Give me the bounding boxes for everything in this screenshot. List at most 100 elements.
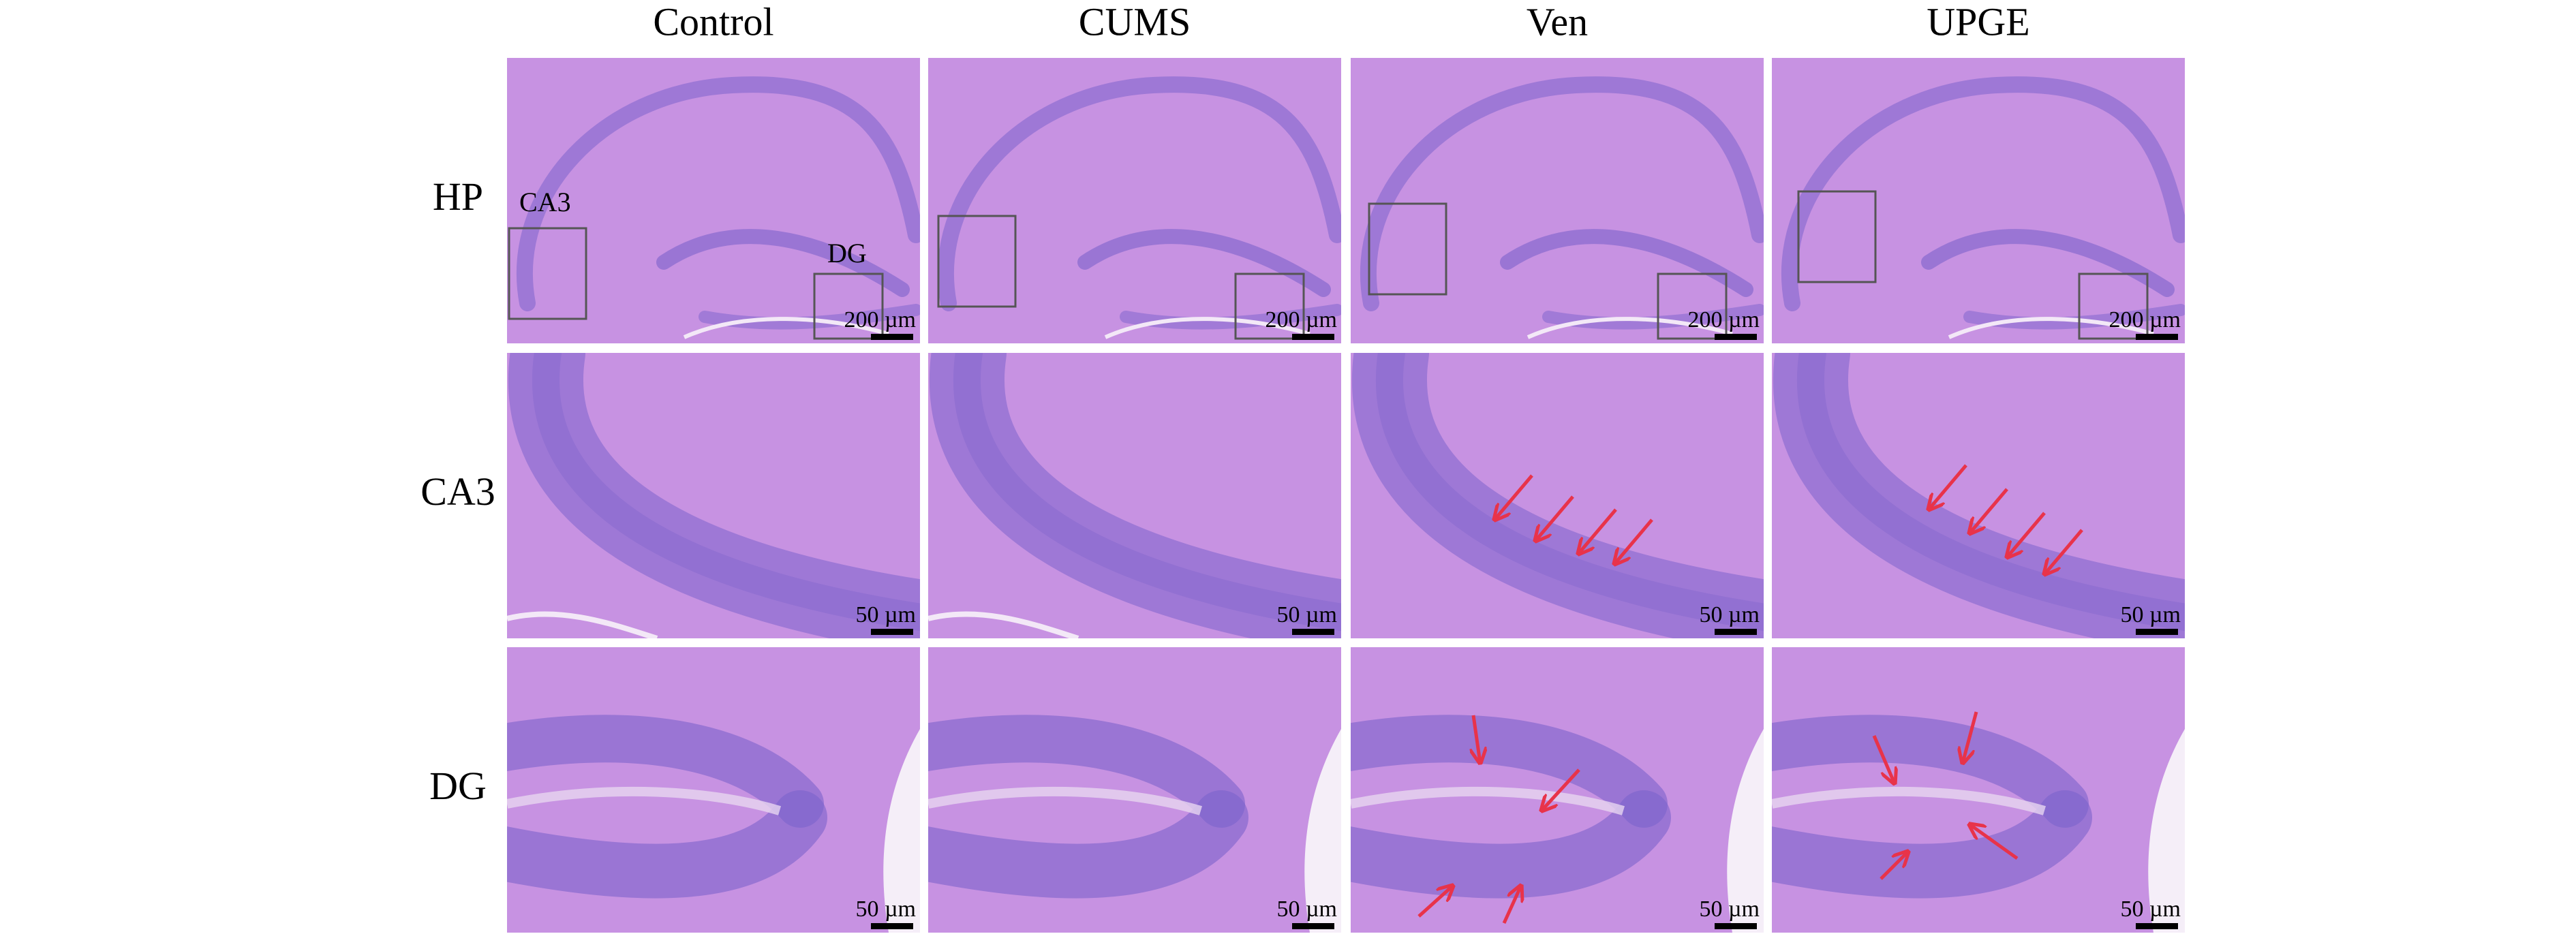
scale-label: 50 µm bbox=[855, 897, 916, 922]
cell-layer bbox=[1351, 353, 1764, 638]
tissue bbox=[507, 647, 920, 933]
tissue bbox=[928, 647, 1341, 933]
micrograph: 50 µm bbox=[507, 353, 920, 638]
arrow bbox=[1614, 518, 1653, 564]
arrow bbox=[1502, 886, 1521, 924]
scale-label: 200 µm bbox=[844, 307, 916, 332]
scale-bar bbox=[2136, 334, 2178, 340]
scale-label: 50 µm bbox=[1276, 602, 1337, 627]
tissue bbox=[1772, 58, 2185, 343]
scale-label: 50 µm bbox=[1699, 897, 1760, 922]
fissure bbox=[1527, 317, 1733, 339]
column-header: CUMS bbox=[1079, 0, 1191, 44]
arrow bbox=[1929, 464, 1967, 510]
micrograph: 200 µm bbox=[1351, 58, 1764, 343]
micrograph: 200 µm bbox=[928, 58, 1341, 343]
scale-label: 50 µm bbox=[1276, 897, 1337, 922]
scale-bar bbox=[1292, 334, 1334, 340]
hilus bbox=[1351, 786, 1625, 815]
tissue bbox=[1351, 353, 1764, 638]
tissue-bg bbox=[1351, 58, 1764, 343]
region-box bbox=[1368, 202, 1447, 296]
cell-layer bbox=[1781, 76, 2185, 311]
arrow bbox=[1535, 495, 1574, 541]
arrow bbox=[2044, 529, 2083, 574]
cell-layer bbox=[1772, 790, 2092, 899]
micrograph: CA3 DG 200 µm bbox=[507, 58, 920, 343]
hilus bbox=[507, 786, 782, 815]
cell-layer bbox=[1077, 229, 1331, 297]
tissue bbox=[1772, 353, 2185, 638]
region-label: CA3 bbox=[519, 187, 571, 217]
tissue bbox=[507, 353, 920, 638]
micrograph: 50 µm bbox=[507, 647, 920, 933]
cell-layer bbox=[1773, 353, 2185, 638]
region-box bbox=[1234, 273, 1305, 340]
vessel bbox=[507, 611, 658, 638]
region-box bbox=[813, 273, 884, 340]
region-box bbox=[2078, 273, 2149, 340]
cell-layer bbox=[928, 715, 1245, 828]
scale-label: 50 µm bbox=[2120, 602, 2181, 627]
scale-label: 200 µm bbox=[1687, 307, 1760, 332]
micrograph: 50 µm bbox=[928, 353, 1341, 638]
row-label: HP bbox=[433, 174, 483, 219]
cell-layer bbox=[656, 229, 910, 297]
tissue: CA3 DG bbox=[507, 58, 920, 343]
tissue bbox=[928, 353, 1341, 638]
cell-layer bbox=[1500, 229, 1753, 297]
cell-layer bbox=[1796, 353, 2185, 632]
scale-label: 50 µm bbox=[1699, 602, 1760, 627]
cell-layer bbox=[1375, 353, 1764, 632]
arrow bbox=[1880, 852, 1908, 880]
ventricle bbox=[2148, 729, 2185, 933]
scale-bar bbox=[871, 334, 913, 340]
scale-label: 200 µm bbox=[2109, 307, 2181, 332]
fissure bbox=[1948, 317, 2154, 339]
region-box bbox=[937, 215, 1017, 308]
cell-layer bbox=[516, 76, 920, 311]
scale-label: 200 µm bbox=[1265, 307, 1337, 332]
fissure bbox=[1104, 317, 1310, 339]
ventricle bbox=[1304, 729, 1341, 933]
arrow bbox=[1542, 768, 1580, 811]
arrow bbox=[1494, 474, 1533, 520]
tissue bbox=[1772, 647, 2185, 933]
micrograph: 50 µm bbox=[1351, 647, 1764, 933]
column-header: Ven bbox=[1527, 0, 1588, 44]
arrow bbox=[1969, 824, 2019, 860]
ventricle bbox=[883, 729, 920, 933]
cell-layer bbox=[508, 353, 920, 638]
cell-layer bbox=[929, 353, 1341, 638]
micrograph: 50 µm bbox=[1772, 353, 2185, 638]
scale-bar bbox=[1715, 629, 1757, 635]
hilus bbox=[1772, 786, 2046, 815]
tissue bbox=[928, 58, 1341, 343]
cell-layer bbox=[937, 76, 1341, 311]
cell-layer bbox=[928, 790, 1248, 899]
arrow bbox=[1963, 711, 1978, 763]
micrograph: 200 µm bbox=[1772, 58, 2185, 343]
region-box bbox=[508, 227, 587, 320]
arrow bbox=[1969, 488, 2008, 533]
scale-bar bbox=[871, 923, 913, 929]
micrograph: 50 µm bbox=[1351, 353, 1764, 638]
micrograph: 50 µm bbox=[1772, 647, 2185, 933]
tissue bbox=[1351, 647, 1764, 933]
column-header: UPGE bbox=[1927, 0, 2029, 44]
scale-bar bbox=[1715, 923, 1757, 929]
cell-layer bbox=[1772, 715, 2089, 828]
tissue bbox=[1351, 58, 1764, 343]
scale-bar bbox=[1292, 923, 1334, 929]
micrograph: 50 µm bbox=[928, 647, 1341, 933]
cell-layer bbox=[1921, 229, 2175, 297]
scale-bar bbox=[1292, 629, 1334, 635]
cell-layer bbox=[1360, 76, 1764, 311]
scale-bar bbox=[871, 629, 913, 635]
cell-layer bbox=[507, 790, 827, 899]
arrow bbox=[1578, 508, 1617, 554]
cell-layer bbox=[953, 353, 1341, 632]
hilus bbox=[928, 786, 1203, 815]
scale-label: 50 µm bbox=[855, 602, 916, 627]
